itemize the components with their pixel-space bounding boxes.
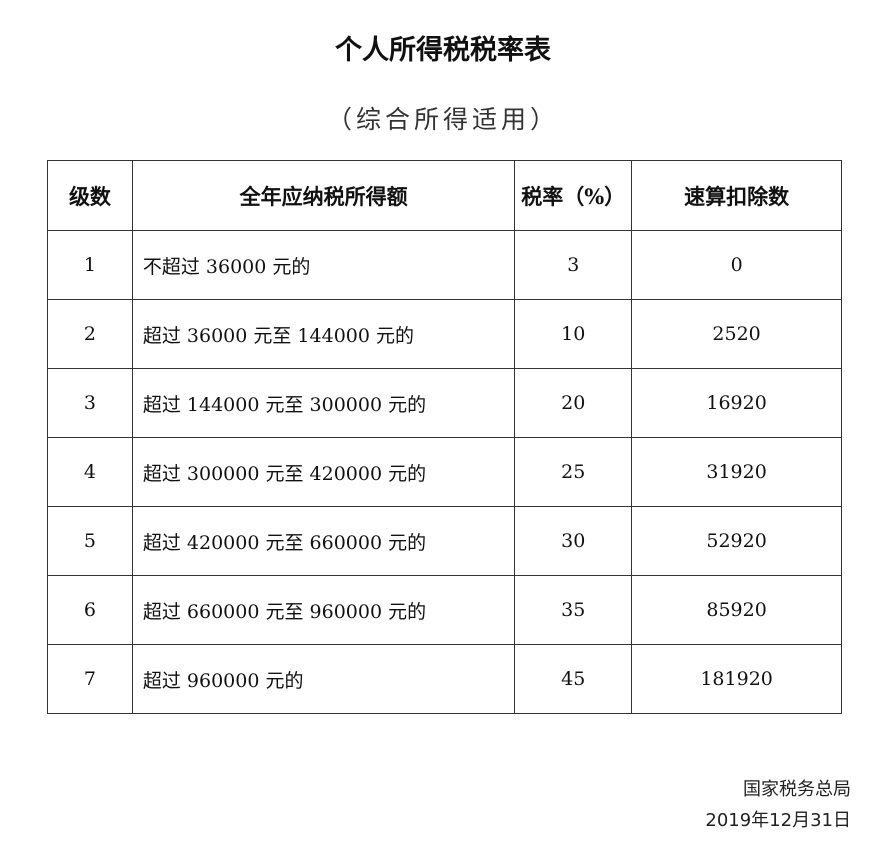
table-row: 5 超过 420000 元至 660000 元的 30 52920 xyxy=(47,506,842,576)
cell-level: 1 xyxy=(47,230,133,300)
cell-tax-rate: 25 xyxy=(514,437,633,507)
cell-tax-rate: 30 xyxy=(514,506,633,576)
header-level: 级数 xyxy=(47,160,133,231)
cell-quick-deduction: 16920 xyxy=(631,368,842,438)
cell-level: 5 xyxy=(47,506,133,576)
cell-tax-rate: 45 xyxy=(514,644,633,714)
cell-tax-rate: 10 xyxy=(514,299,633,369)
cell-taxable-income: 超过 300000 元至 420000 元的 xyxy=(131,437,516,507)
table-row: 6 超过 660000 元至 960000 元的 35 85920 xyxy=(47,575,842,645)
cell-level: 2 xyxy=(47,299,133,369)
cell-tax-rate: 35 xyxy=(514,575,633,645)
cell-quick-deduction: 85920 xyxy=(631,575,842,645)
cell-taxable-income: 超过 420000 元至 660000 元的 xyxy=(131,506,516,576)
tax-rate-table: 级数 全年应纳税所得额 税率（%） 速算扣除数 1 不超过 36000 元的 3 0 2… xyxy=(47,160,842,714)
cell-quick-deduction: 181920 xyxy=(631,644,842,714)
page-title: 个人所得税税率表 xyxy=(335,35,551,66)
table-row: 7 超过 960000 元的 45 181920 xyxy=(47,644,842,714)
cell-taxable-income: 超过 36000 元至 144000 元的 xyxy=(131,299,516,369)
cell-quick-deduction: 31920 xyxy=(631,437,842,507)
header-tax-rate: 税率（%） xyxy=(514,160,633,231)
table-row: 2 超过 36000 元至 144000 元的 10 2520 xyxy=(47,299,842,369)
cell-taxable-income: 超过 660000 元至 960000 元的 xyxy=(131,575,516,645)
cell-quick-deduction: 52920 xyxy=(631,506,842,576)
page-subtitle: （综合所得适用） xyxy=(326,105,559,134)
header-quick-deduction: 速算扣除数 xyxy=(631,160,842,231)
cell-taxable-income: 超过 960000 元的 xyxy=(131,644,516,714)
cell-tax-rate: 3 xyxy=(514,230,633,300)
cell-level: 6 xyxy=(47,575,133,645)
issuer: 国家税务总局 xyxy=(743,779,851,800)
cell-level: 3 xyxy=(47,368,133,438)
cell-quick-deduction: 2520 xyxy=(631,299,842,369)
header-taxable-income: 全年应纳税所得额 xyxy=(131,160,516,231)
cell-level: 7 xyxy=(47,644,133,714)
table-row: 1 不超过 36000 元的 3 0 xyxy=(47,230,842,300)
cell-taxable-income: 超过 144000 元至 300000 元的 xyxy=(131,368,516,438)
issue-date: 2019年12月31日 xyxy=(705,810,851,831)
table-row: 3 超过 144000 元至 300000 元的 20 16920 xyxy=(47,368,842,438)
cell-taxable-income: 不超过 36000 元的 xyxy=(131,230,516,300)
table-row: 4 超过 300000 元至 420000 元的 25 31920 xyxy=(47,437,842,507)
cell-tax-rate: 20 xyxy=(514,368,633,438)
table-header-row: 级数 全年应纳税所得额 税率（%） 速算扣除数 xyxy=(47,160,842,231)
cell-level: 4 xyxy=(47,437,133,507)
cell-quick-deduction: 0 xyxy=(631,230,842,300)
